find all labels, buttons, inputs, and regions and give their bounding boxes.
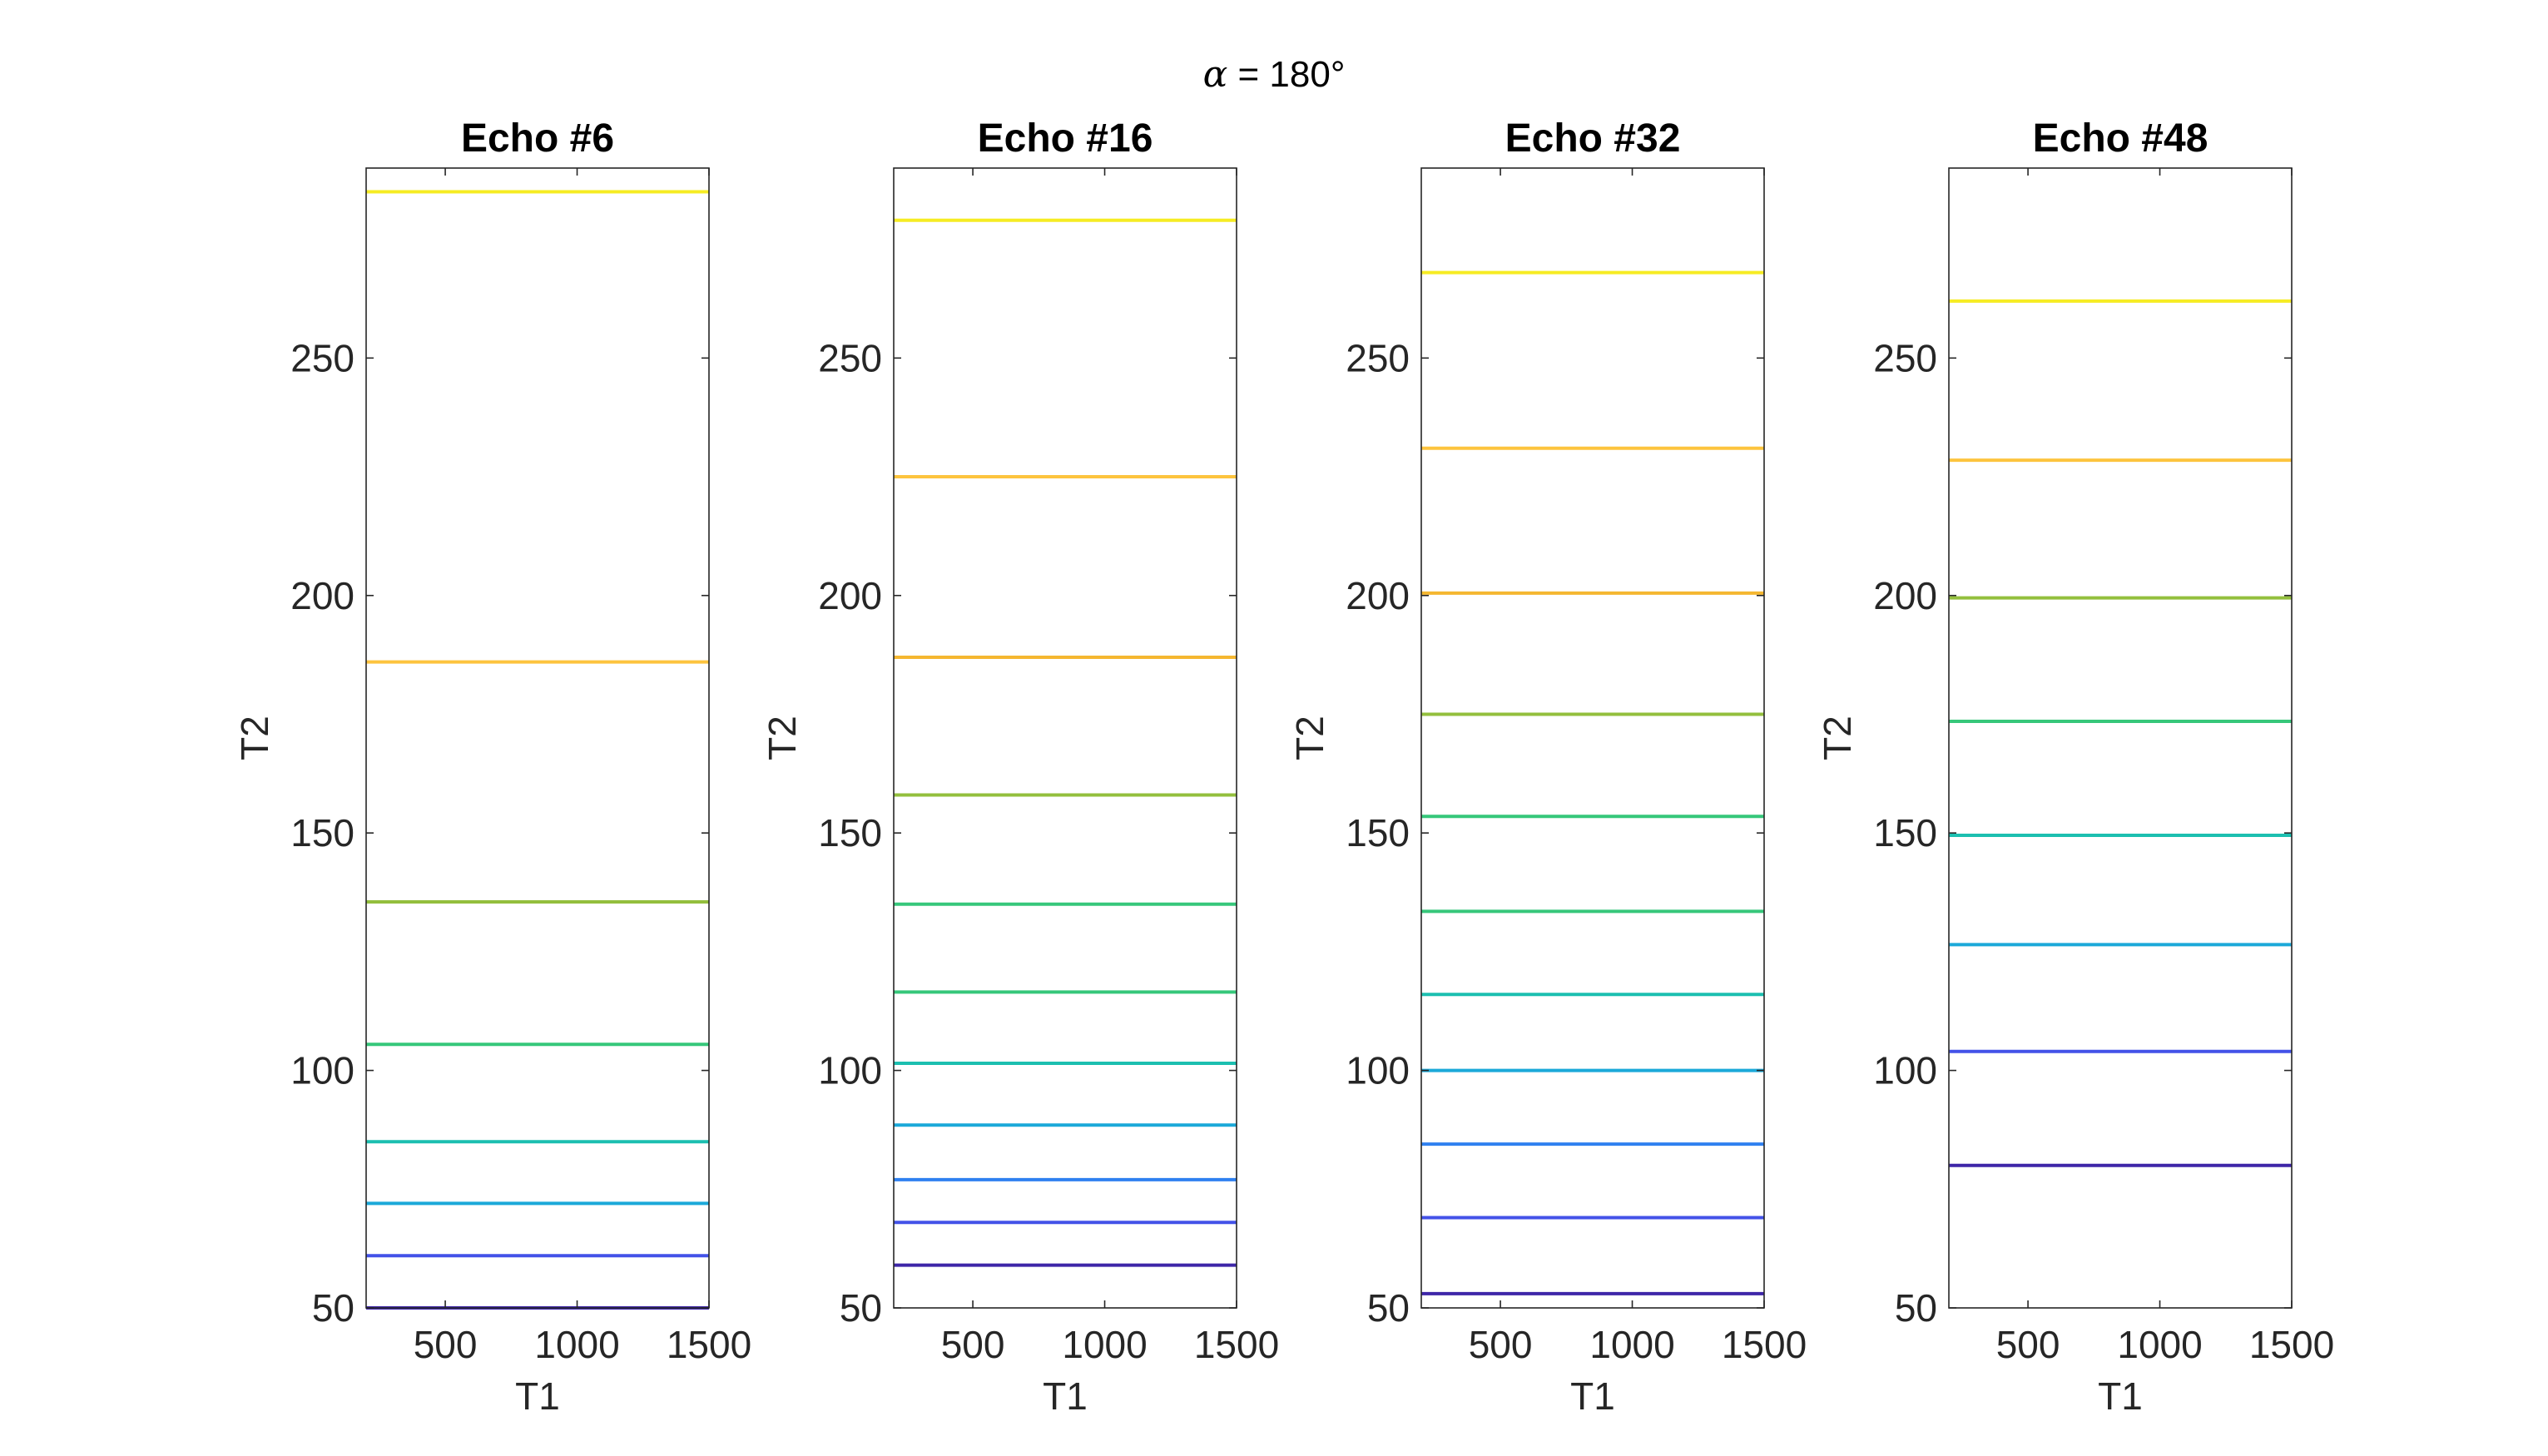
x-tick-label: 1000 — [1589, 1323, 1674, 1366]
x-tick-label: 500 — [1469, 1323, 1533, 1366]
y-tick-label: 150 — [290, 811, 354, 854]
x-tick-label: 1000 — [2117, 1323, 2202, 1366]
x-tick-label: 500 — [1996, 1323, 2060, 1366]
y-tick-label: 50 — [1367, 1286, 1410, 1330]
y-tick-label: 100 — [290, 1049, 354, 1092]
x-tick-label: 1500 — [1722, 1323, 1807, 1366]
alpha-symbol: α — [1203, 53, 1228, 96]
y-tick-label: 250 — [1873, 336, 1937, 379]
plot-box — [365, 167, 710, 1309]
y-tick-label: 250 — [1346, 336, 1410, 379]
y-tick-label: 250 — [818, 336, 882, 379]
y-tick-label: 50 — [1895, 1286, 1937, 1330]
suptitle-value: = 180° — [1227, 54, 1345, 95]
chart-panel-4: 50 100 150 200 250 500 1000 1500 Echo #48 T1 T2 — [1816, 116, 2334, 1418]
x-tick-label: 1000 — [1062, 1323, 1147, 1366]
y-tick-label: 250 — [290, 336, 354, 379]
x-tick-label: 500 — [414, 1323, 478, 1366]
y-tick-label: 50 — [840, 1286, 882, 1330]
y-axis-label: T2 — [1288, 716, 1331, 760]
x-axis-label: T1 — [1043, 1374, 1088, 1418]
y-tick-label: 200 — [290, 574, 354, 617]
chart-panel-2: 50 100 150 200 250 500 1000 1500 Echo #16 T1 T2 — [761, 116, 1279, 1418]
x-tick-label: 1000 — [534, 1323, 619, 1366]
x-tick-label: 500 — [941, 1323, 1005, 1366]
chart-panel-3: 50 100 150 200 250 500 1000 1500 Echo #32 T1 T2 — [1288, 116, 1807, 1418]
y-axis-label: T2 — [761, 716, 804, 760]
y-axis-label: T2 — [233, 716, 276, 760]
chart-title: Echo #32 — [1505, 116, 1681, 161]
chart-title: Echo #16 — [978, 116, 1153, 161]
y-tick-label: 200 — [818, 574, 882, 617]
chart-panel-1: 50 100 150 200 250 500 1000 1500 Echo #6 T1 T2 — [233, 116, 751, 1418]
y-tick-label: 200 — [1346, 574, 1410, 617]
x-axis-label: T1 — [515, 1374, 560, 1418]
plot-box — [1420, 167, 1765, 1309]
y-tick-label: 150 — [1873, 811, 1937, 854]
x-axis-label: T1 — [2098, 1374, 2143, 1418]
y-tick-label: 100 — [1346, 1049, 1410, 1092]
chart-title: Echo #6 — [461, 116, 614, 161]
y-tick-label: 100 — [818, 1049, 882, 1092]
y-axis-label: T2 — [1816, 716, 1859, 760]
y-tick-label: 50 — [312, 1286, 354, 1330]
plot-box — [1948, 167, 2293, 1309]
y-tick-label: 150 — [1346, 811, 1410, 854]
x-tick-label: 1500 — [667, 1323, 751, 1366]
x-tick-label: 1500 — [1194, 1323, 1279, 1366]
x-axis-label: T1 — [1570, 1374, 1615, 1418]
y-tick-label: 150 — [818, 811, 882, 854]
x-tick-label: 1500 — [2249, 1323, 2334, 1366]
figure-suptitle: α = 180° — [1203, 53, 1346, 96]
y-tick-label: 100 — [1873, 1049, 1937, 1092]
plot-box — [893, 167, 1237, 1309]
chart-title: Echo #48 — [2033, 116, 2208, 161]
y-tick-label: 200 — [1873, 574, 1937, 617]
